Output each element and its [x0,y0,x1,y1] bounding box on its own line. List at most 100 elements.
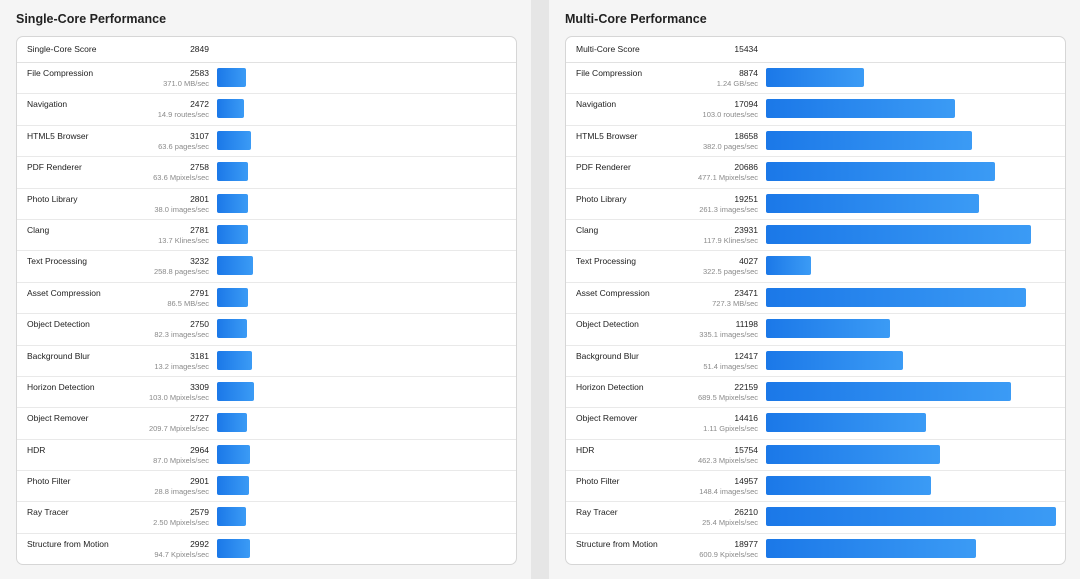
single-core-score-label: Single-Core Score [27,44,97,54]
benchmark-score: 14957 [734,476,758,487]
benchmark-name: Background Blur [576,350,639,361]
benchmark-name: File Compression [27,68,94,78]
benchmark-score: 23931 [734,224,758,235]
benchmark-rate: 63.6 pages/sec [158,141,209,151]
benchmark-row: Photo Library 2801 38.0 images/sec [17,189,516,220]
benchmark-score: 19251 [734,193,758,204]
benchmark-rate: 28.8 images/sec [154,487,209,497]
benchmark-score-bar [766,224,1031,244]
benchmark-rate: 103.0 Mpixels/sec [148,392,209,402]
benchmark-row: Text Processing 3232 258.8 pages/sec [17,251,516,283]
benchmark-row: Clang 2781 13.7 Klines/sec [17,220,516,252]
benchmark-score-bar [766,99,955,119]
benchmark-row: Ray Tracer 26210 25.4 Mpixels/sec [566,502,1065,534]
benchmark-score: 2750 [190,319,209,330]
benchmark-score: 15754 [734,444,758,455]
benchmark-name: PDF Renderer [27,162,82,173]
benchmark-rate: 1.24 GB/sec [716,79,758,88]
benchmark-rate: 462.3 Mpixels/sec [697,455,758,465]
benchmark-score-bar [217,507,246,527]
benchmark-rate: 371.0 MB/sec [163,79,209,88]
benchmark-row: Background Blur 12417 51.4 images/sec [566,346,1065,377]
benchmark-score: 3309 [190,381,209,392]
benchmark-name: Structure from Motion [576,538,658,549]
benchmark-row: Ray Tracer 2579 2.50 Mpixels/sec [17,502,516,534]
benchmark-row: Structure from Motion 18977 600.9 Kpixels/… [566,534,1065,564]
benchmark-rate: 82.3 images/sec [154,330,209,340]
multi-core-score-label: Multi-Core Score [576,44,640,54]
benchmark-rate: 689.5 Mpixels/sec [697,392,758,402]
multi-core-score-row: Multi-Core Score 15434 [566,37,1065,63]
benchmark-score-bar [766,287,1026,307]
benchmark-score: 20686 [734,162,758,173]
benchmark-score: 2758 [190,162,209,173]
benchmark-row: Object Remover 14416 1.11 Gpixels/sec [566,408,1065,440]
benchmark-name: Horizon Detection [27,381,95,392]
benchmark-rate: 13.7 Klines/sec [158,235,209,245]
benchmark-rate: 13.2 images/sec [154,361,209,371]
benchmark-score-bar [217,350,252,370]
single-core-test-list: File Compression 2583 371.0 MB/sec Navigati… [17,63,516,564]
benchmark-score: 4027 [739,256,758,267]
benchmark-name: Clang [576,224,599,235]
benchmark-score-bar [766,413,926,433]
benchmark-rate: 261.3 images/sec [699,204,758,214]
benchmark-name: Ray Tracer [576,507,618,518]
benchmark-score-bar [217,224,248,244]
benchmark-name: Horizon Detection [576,381,644,392]
benchmark-rate: 87.0 Mpixels/sec [153,455,209,465]
benchmark-name: File Compression [576,68,643,78]
benchmark-row: Photo Filter 14957 148.4 images/sec [566,471,1065,503]
benchmark-name: HDR [576,444,595,455]
benchmark-name: Photo Filter [27,476,71,487]
benchmark-rate: 335.1 images/sec [699,330,758,340]
benchmark-rate: 51.4 images/sec [703,361,758,371]
benchmark-score-bar [217,319,247,339]
benchmark-name: Photo Library [27,193,78,204]
benchmark-score: 23471 [734,287,758,298]
benchmark-score-bar [766,256,811,276]
benchmark-row: File Compression 2583 371.0 MB/sec [17,63,516,95]
benchmark-name: Photo Filter [576,476,620,487]
benchmark-score: 11198 [735,319,758,330]
benchmark-rate: 63.6 Mpixels/sec [153,173,209,183]
benchmark-rate: 14.9 routes/sec [157,110,209,120]
benchmark-score: 2472 [190,99,209,110]
benchmark-rate: 94.7 Kpixels/sec [154,549,209,559]
benchmark-score-bar [217,538,250,558]
benchmark-row: Photo Library 19251 261.3 images/sec [566,189,1065,220]
benchmark-rate: 117.9 Klines/sec [703,235,758,245]
benchmark-score-bar [217,256,253,276]
benchmark-score-bar [217,68,246,87]
benchmark-score-bar [217,193,248,213]
benchmark-name: Navigation [27,99,68,110]
benchmark-score: 2901 [190,476,209,487]
benchmark-rate: 25.4 Mpixels/sec [702,518,758,528]
benchmark-rate: 727.3 MB/sec [712,298,758,308]
benchmark-score: 2583 [190,68,209,78]
benchmark-rate: 148.4 images/sec [699,487,758,497]
benchmark-score-bar [766,476,931,496]
benchmark-score: 14416 [734,413,758,424]
benchmark-score: 2801 [190,193,209,204]
benchmark-rate: 382.0 pages/sec [702,141,758,151]
benchmark-score-bar [217,99,244,119]
benchmark-score-bar [766,130,972,150]
benchmark-rate: 209.7 Mpixels/sec [148,424,209,434]
benchmark-score: 2781 [190,224,209,235]
benchmark-score-bar [766,350,903,370]
benchmark-score: 2727 [190,413,209,424]
benchmark-name: Structure from Motion [27,538,109,549]
multi-core-panel: Multi-Core Performance Multi-Core Score … [549,0,1080,579]
benchmark-name: Object Detection [27,319,90,330]
benchmark-score: 12417 [734,350,758,361]
multi-core-test-list: File Compression 8874 1.24 GB/sec Navigatio… [566,63,1065,564]
benchmark-name: HDR [27,444,46,455]
benchmark-name: HTML5 Browser [27,130,89,141]
benchmark-row: Text Processing 4027 322.5 pages/sec [566,251,1065,283]
single-core-card: Single-Core Score 2849 File Compression 2… [16,36,517,565]
benchmark-score-bar [217,381,254,401]
benchmark-score: 3181 [190,350,209,361]
benchmark-score-bar [766,538,976,558]
